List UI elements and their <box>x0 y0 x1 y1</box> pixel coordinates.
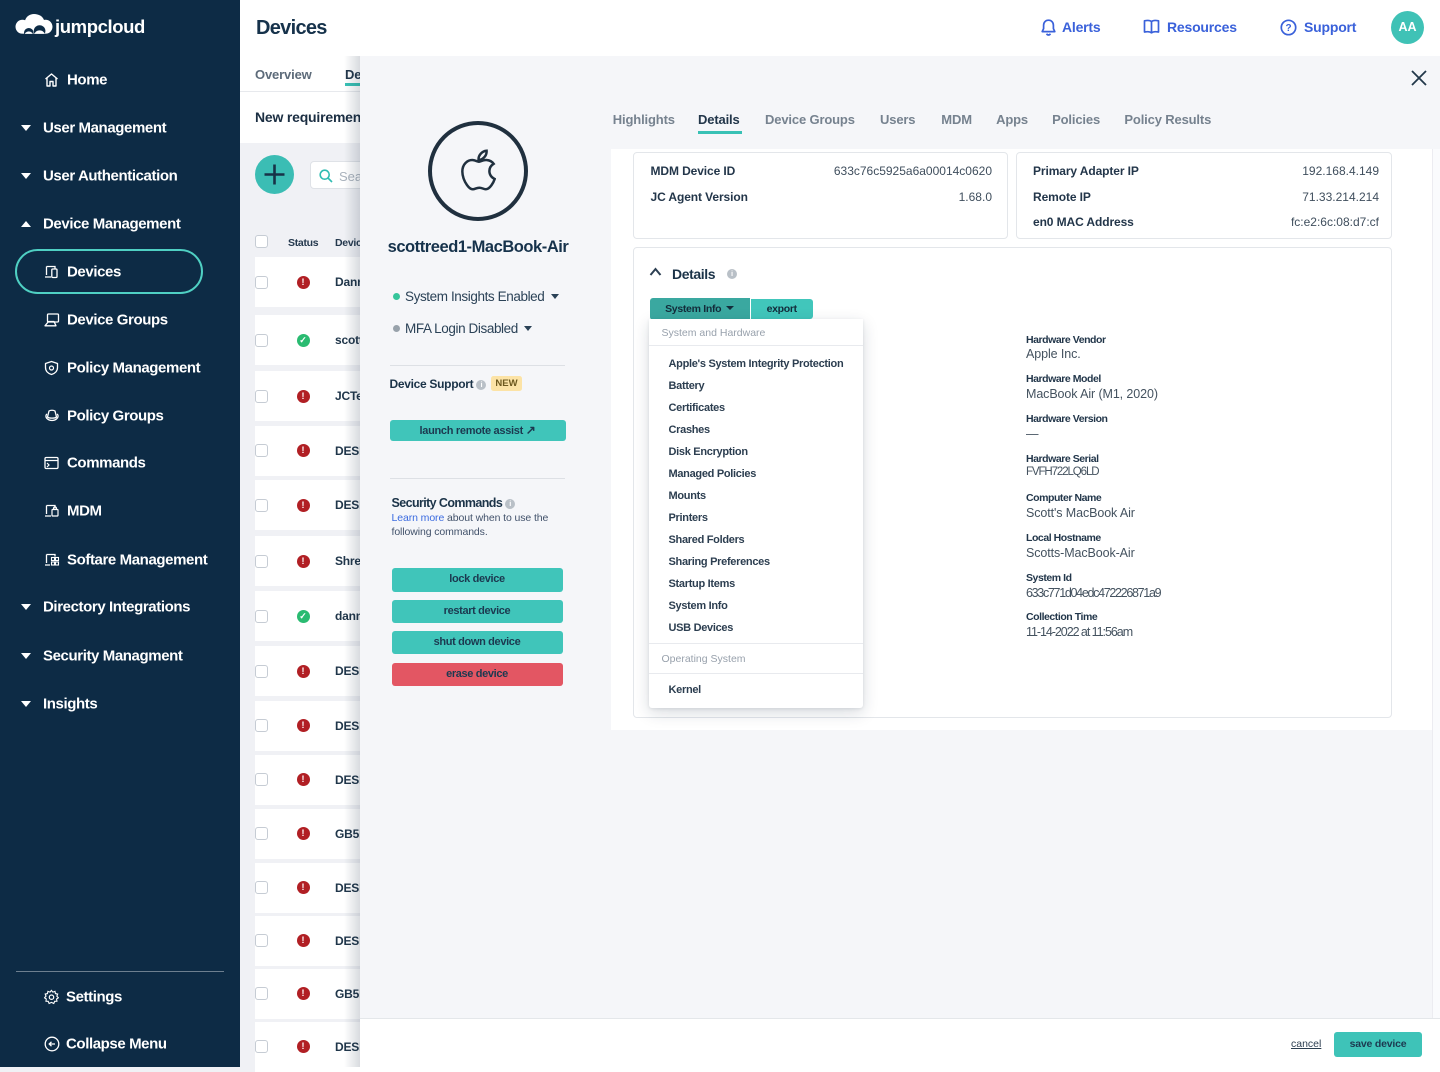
svg-text:?: ? <box>1285 23 1291 34</box>
